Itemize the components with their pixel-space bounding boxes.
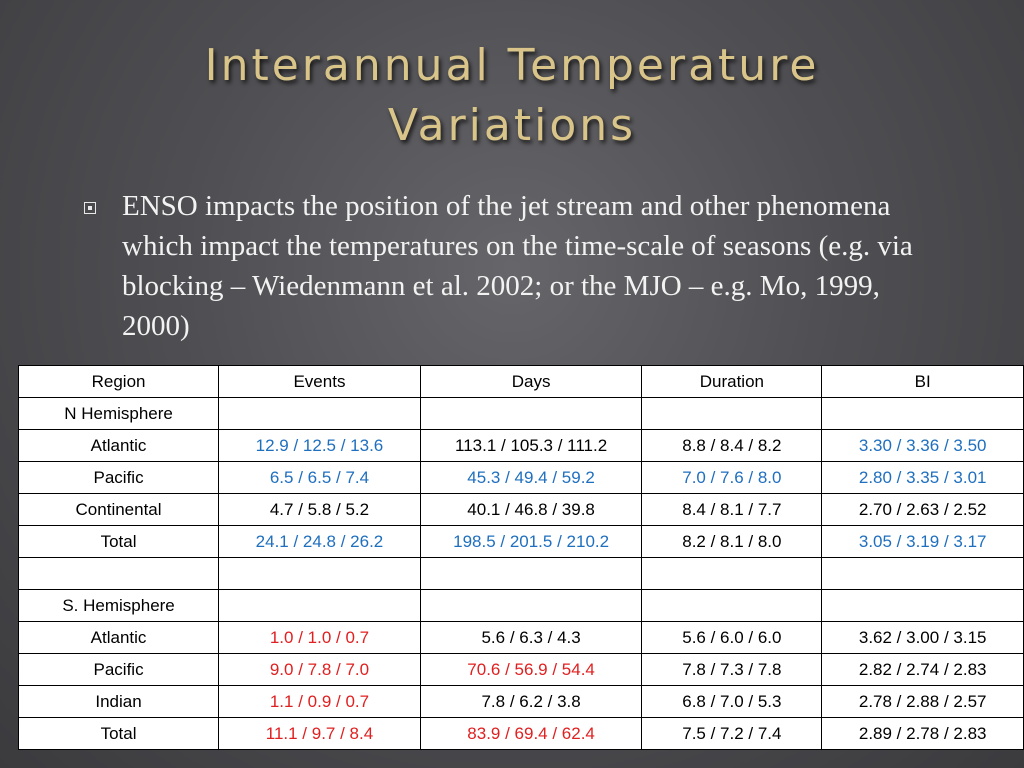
title-line-1: Interannual Temperature xyxy=(204,40,820,91)
cell-days: 113.1 / 105.3 / 111.2 xyxy=(419,429,643,462)
cell-bi xyxy=(821,557,1024,590)
header-bi: BI xyxy=(821,365,1024,398)
header-days: Days xyxy=(419,365,643,398)
table-row: Continental 4.7 / 5.8 / 5.2 40.1 / 46.8 … xyxy=(17,493,1024,526)
cell-bi: 3.62 / 3.00 / 3.15 xyxy=(821,621,1024,654)
cell-duration: 7.8 / 7.3 / 7.8 xyxy=(641,653,823,686)
table-row xyxy=(17,557,1024,590)
cell-events xyxy=(218,397,421,430)
cell-days xyxy=(419,557,643,590)
cell-region xyxy=(17,557,220,590)
cell-events xyxy=(218,557,421,590)
header-duration: Duration xyxy=(641,365,823,398)
slide-title: Interannual Temperature Variations xyxy=(0,36,1024,156)
cell-days: 5.6 / 6.3 / 4.3 xyxy=(419,621,643,654)
cell-region: Pacific xyxy=(17,461,220,494)
cell-duration xyxy=(641,589,823,622)
cell-region: Continental xyxy=(17,493,220,526)
cell-duration: 6.8 / 7.0 / 5.3 xyxy=(641,685,823,718)
cell-days: 198.5 / 201.5 / 210.2 xyxy=(419,525,643,558)
cell-bi xyxy=(821,397,1024,430)
cell-days xyxy=(419,397,643,430)
cell-events: 1.0 / 1.0 / 0.7 xyxy=(218,621,421,654)
cell-bi xyxy=(821,589,1024,622)
blocking-statistics-table: Region Events Days Duration BI N Hemisph… xyxy=(17,365,1024,750)
header-events: Events xyxy=(218,365,421,398)
table-row: Indian 1.1 / 0.9 / 0.7 7.8 / 6.2 / 3.8 6… xyxy=(17,685,1024,718)
cell-events: 11.1 / 9.7 / 8.4 xyxy=(218,717,421,750)
cell-region: Indian xyxy=(17,685,220,718)
cell-bi: 2.70 / 2.63 / 2.52 xyxy=(821,493,1024,526)
cell-duration: 8.8 / 8.4 / 8.2 xyxy=(641,429,823,462)
title-line-2: Variations xyxy=(387,100,637,151)
cell-events: 1.1 / 0.9 / 0.7 xyxy=(218,685,421,718)
cell-duration: 8.4 / 8.1 / 7.7 xyxy=(641,493,823,526)
bullet-point: ENSO impacts the position of the jet str… xyxy=(84,186,964,346)
cell-region: Total xyxy=(17,525,220,558)
cell-duration: 8.2 / 8.1 / 8.0 xyxy=(641,525,823,558)
table-row: N Hemisphere xyxy=(17,397,1024,430)
cell-events: 12.9 / 12.5 / 13.6 xyxy=(218,429,421,462)
cell-region: Pacific xyxy=(17,653,220,686)
cell-bi: 2.78 / 2.88 / 2.57 xyxy=(821,685,1024,718)
cell-duration xyxy=(641,557,823,590)
cell-days: 83.9 / 69.4 / 62.4 xyxy=(419,717,643,750)
cell-events xyxy=(218,589,421,622)
square-bullet-icon xyxy=(84,202,96,214)
cell-region: Total xyxy=(17,717,220,750)
cell-bi: 2.82 / 2.74 / 2.83 xyxy=(821,653,1024,686)
cell-duration: 5.6 / 6.0 / 6.0 xyxy=(641,621,823,654)
cell-bi: 3.30 / 3.36 / 3.50 xyxy=(821,429,1024,462)
cell-days: 70.6 / 56.9 / 54.4 xyxy=(419,653,643,686)
cell-bi: 2.80 / 3.35 / 3.01 xyxy=(821,461,1024,494)
table-row: Pacific 9.0 / 7.8 / 7.0 70.6 / 56.9 / 54… xyxy=(17,653,1024,686)
bullet-text: ENSO impacts the position of the jet str… xyxy=(122,190,913,342)
table-row: S. Hemisphere xyxy=(17,589,1024,622)
cell-region: Atlantic xyxy=(17,429,220,462)
table-header-row: Region Events Days Duration BI xyxy=(17,365,1024,398)
cell-days xyxy=(419,589,643,622)
cell-events: 24.1 / 24.8 / 26.2 xyxy=(218,525,421,558)
cell-days: 7.8 / 6.2 / 3.8 xyxy=(419,685,643,718)
cell-events: 6.5 / 6.5 / 7.4 xyxy=(218,461,421,494)
header-region: Region xyxy=(17,365,220,398)
cell-region: N Hemisphere xyxy=(17,397,220,430)
cell-events: 4.7 / 5.8 / 5.2 xyxy=(218,493,421,526)
cell-days: 45.3 / 49.4 / 59.2 xyxy=(419,461,643,494)
table-row: Total 24.1 / 24.8 / 26.2 198.5 / 201.5 /… xyxy=(17,525,1024,558)
cell-bi: 3.05 / 3.19 / 3.17 xyxy=(821,525,1024,558)
table-row: Atlantic 12.9 / 12.5 / 13.6 113.1 / 105.… xyxy=(17,429,1024,462)
cell-duration: 7.5 / 7.2 / 7.4 xyxy=(641,717,823,750)
cell-region: Atlantic xyxy=(17,621,220,654)
cell-region: S. Hemisphere xyxy=(17,589,220,622)
cell-duration xyxy=(641,397,823,430)
cell-duration: 7.0 / 7.6 / 8.0 xyxy=(641,461,823,494)
cell-days: 40.1 / 46.8 / 39.8 xyxy=(419,493,643,526)
cell-bi: 2.89 / 2.78 / 2.83 xyxy=(821,717,1024,750)
table-row: Pacific 6.5 / 6.5 / 7.4 45.3 / 49.4 / 59… xyxy=(17,461,1024,494)
cell-events: 9.0 / 7.8 / 7.0 xyxy=(218,653,421,686)
table-row: Atlantic 1.0 / 1.0 / 0.7 5.6 / 6.3 / 4.3… xyxy=(17,621,1024,654)
table-row: Total 11.1 / 9.7 / 8.4 83.9 / 69.4 / 62.… xyxy=(17,717,1024,750)
